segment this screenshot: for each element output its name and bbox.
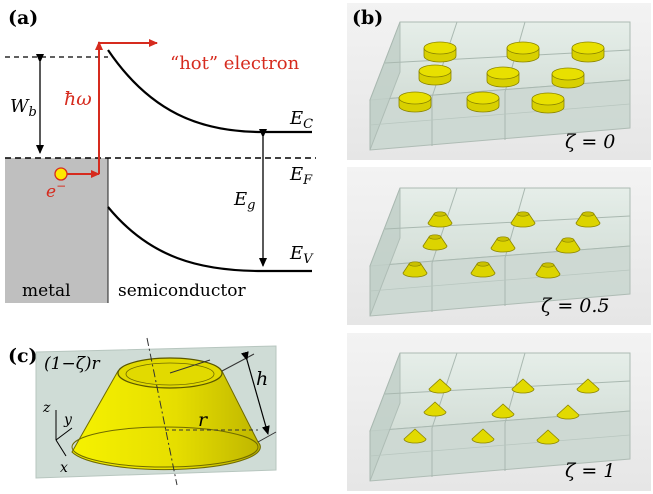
symmetry-axis	[146, 337, 178, 486]
panel-c-label: (c)	[8, 345, 38, 367]
subpanel-zeta-0.5	[369, 187, 631, 317]
zeta-label-1: ζ = 1	[565, 460, 615, 482]
panel-b-label: (b)	[352, 7, 383, 29]
disk-particle-top	[551, 67, 585, 81]
frustum-base-rim	[71, 426, 259, 468]
frustum-particle-top	[476, 261, 490, 267]
ec-label: EC	[289, 108, 313, 132]
panel-a: (a) Wb Eg EC EF EV ħω “hot” electron e− …	[5, 7, 316, 303]
ef-label: EF	[289, 164, 313, 188]
disk-particle-top	[418, 64, 452, 78]
panel-b: (b) ζ = 0 ζ = 0.5 ζ = 1	[347, 3, 651, 491]
radius-label: r	[198, 409, 209, 431]
metal-block	[5, 158, 108, 303]
eg-label: Eg	[233, 189, 255, 213]
disk-particle-top	[571, 41, 605, 55]
frustum-particle-top	[541, 262, 555, 268]
frustum-particle	[470, 263, 496, 278]
panel-a-label: (a)	[8, 7, 38, 29]
disk-particle-top	[423, 41, 457, 55]
box-grid-line	[369, 434, 631, 457]
height-label: h	[256, 368, 268, 390]
cone-particle	[511, 378, 535, 394]
wb-label: Wb	[10, 96, 37, 120]
top-radius-label: (1−ζ)r	[44, 354, 101, 374]
disk-particle-top	[466, 91, 500, 105]
cone-particle	[403, 428, 427, 444]
h-dim-arrow	[240, 351, 270, 435]
cone-particle	[576, 378, 600, 394]
disk-particle-top	[398, 91, 432, 105]
cone-particle	[536, 429, 560, 445]
frustum-particle	[422, 236, 448, 251]
valence-band	[107, 206, 312, 273]
frustum-particle	[510, 213, 536, 228]
frustum-particle-top	[408, 261, 422, 267]
frustum-top-inner	[125, 362, 215, 386]
frustum-particle-top	[581, 211, 595, 217]
electron-label: e−	[46, 179, 66, 202]
axis-y-label: y	[63, 412, 73, 428]
cone-particle	[471, 428, 495, 444]
top-radius-line	[169, 359, 211, 374]
subpanel-zeta-0	[369, 21, 631, 151]
frustum-particle-top	[496, 236, 510, 242]
box-grid-line	[369, 103, 631, 126]
frustum-particle-top	[433, 211, 447, 217]
cone-particle	[428, 378, 452, 394]
panel-c: (c) (1−ζ)r h r z y x	[8, 337, 277, 486]
frustum-particle	[402, 263, 428, 278]
zeta-label-0: ζ = 0	[565, 131, 615, 153]
semiconductor-label: semiconductor	[118, 281, 246, 301]
frustum-particle	[490, 238, 516, 253]
h-ext-bottom	[257, 431, 277, 443]
ev-label: EV	[289, 243, 314, 267]
box-side-face	[369, 187, 401, 317]
hbar-omega-label: ħω	[64, 88, 92, 110]
frustum-particle	[575, 213, 601, 228]
frustum-particle-top	[428, 234, 442, 240]
box-side-face	[369, 21, 401, 151]
disk-particle-top	[531, 92, 565, 106]
cone-particle	[423, 401, 447, 417]
frustum-particle-top	[561, 237, 575, 243]
axis-z-label: z	[42, 400, 51, 416]
disk-particle-top	[506, 41, 540, 55]
hot-electron-label: “hot” electron	[170, 53, 300, 74]
frustum-particle	[555, 239, 581, 254]
cone-particle	[556, 404, 580, 420]
axis-x-label: x	[60, 460, 68, 476]
zeta-label-0.5: ζ = 0.5	[541, 295, 610, 317]
disk-particle-top	[486, 66, 520, 80]
metal-label: metal	[22, 281, 71, 301]
cone-particle	[491, 403, 515, 419]
subpanel-zeta-1	[369, 352, 631, 482]
frustum-particle	[427, 213, 453, 228]
frustum-particle	[535, 264, 561, 279]
axes-triad	[55, 410, 73, 457]
frustum-particle-top	[516, 211, 530, 217]
box-side-face	[369, 352, 401, 482]
box-grid-line	[369, 269, 631, 292]
conduction-band	[107, 49, 312, 134]
